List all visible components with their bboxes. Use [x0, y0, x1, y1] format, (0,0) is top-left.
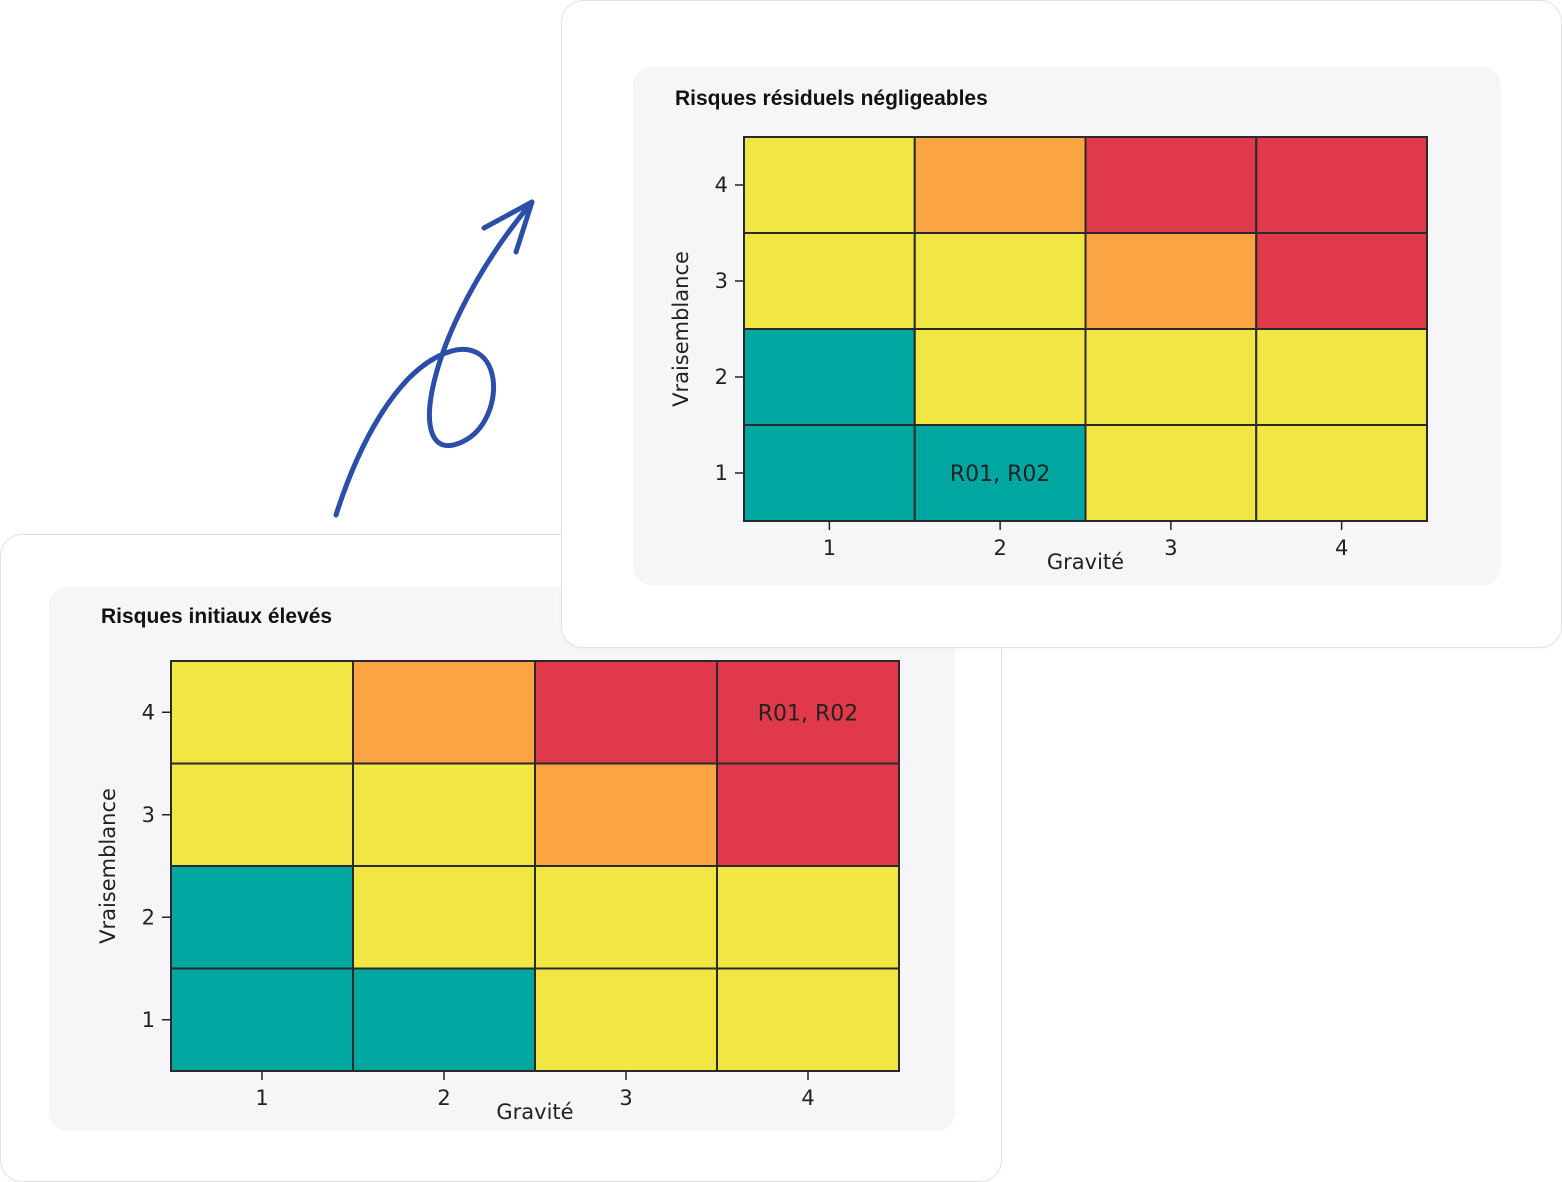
residual-heatmap-y-tick-label: 2	[715, 365, 728, 389]
initial-heatmap-cell	[716, 967, 900, 1072]
initial-heatmap-frame	[170, 660, 900, 1072]
residual-heatmap-y-tick-label: 4	[715, 173, 728, 197]
residual-heatmap-cell	[1084, 424, 1258, 522]
initial-heatmap-y-tick-label: 2	[142, 905, 155, 929]
initial-heatmap-cell	[534, 865, 718, 970]
residual-heatmap-cell	[913, 424, 1087, 522]
residual-heatmap-x-tick-label: 2	[993, 536, 1006, 560]
residual-risk-panel: Risques résiduels négligeables 1 2 3 4 1 2 3 4 G…	[633, 67, 1501, 585]
residual-heatmap-cell	[1084, 328, 1258, 426]
residual-heatmap-cell	[1255, 232, 1428, 330]
initial-heatmap-x-axis-label: Gravité	[496, 1100, 573, 1124]
residual-heatmap-x-tick-label: 3	[1164, 536, 1177, 560]
initial-heatmap-cell-annotation: R01, R02	[758, 701, 859, 726]
residual-risk-card: Risques résiduels négligeables 1 2 3 4 1 2 3 4 G…	[561, 0, 1562, 648]
initial-heatmap-cell	[352, 967, 536, 1072]
initial-heatmap-x-tick-label: 3	[619, 1086, 632, 1110]
residual-heatmap-cell-annotation: R01, R02	[950, 462, 1051, 487]
residual-heatmap-frame	[743, 136, 1428, 522]
residual-heatmap-x-tick-label: 1	[823, 536, 836, 560]
residual-heatmap-cell	[1255, 136, 1428, 234]
initial-heatmap-x-tick-label: 1	[255, 1086, 268, 1110]
initial-heatmap-cell	[534, 762, 718, 867]
residual-risk-title: Risques résiduels négligeables	[675, 87, 988, 110]
initial-heatmap-y-axis-label: Vraisemblance	[96, 788, 120, 944]
initial-heatmap-cell	[352, 865, 536, 970]
residual-heatmap-cell	[913, 232, 1087, 330]
residual-risk-heatmap: 1 2 3 4 1 2 3 4 Gravité Vraisemblance R01, R02	[669, 136, 1428, 574]
initial-risk-heatmap: 1 2 3 4 1 2 3 4 Gravité Vraisemblance R01, R02	[96, 660, 900, 1124]
initial-heatmap-cell	[352, 762, 536, 867]
initial-heatmap-cell	[716, 762, 900, 867]
residual-heatmap-x-tick-label: 4	[1335, 536, 1348, 560]
initial-risk-panel: Risques initiaux élevés 1 2 3 4 1 2 3 4 Gravité V…	[49, 587, 955, 1131]
initial-heatmap-y-tick-label: 4	[142, 700, 155, 724]
residual-heatmap-cell	[743, 328, 916, 426]
residual-heatmap-x-axis-label: Gravité	[1047, 550, 1124, 574]
residual-heatmap-y-axis-label: Vraisemblance	[669, 251, 693, 407]
initial-heatmap-y-tick-label: 1	[142, 1008, 155, 1032]
initial-heatmap-cell	[534, 967, 718, 1072]
initial-heatmap-x-tick-label: 2	[437, 1086, 450, 1110]
initial-heatmap-x-tick-label: 4	[801, 1086, 814, 1110]
initial-heatmap-y-tick-label: 3	[142, 803, 155, 827]
residual-heatmap-y-tick-label: 3	[715, 269, 728, 293]
residual-heatmap-y-tick-label: 1	[715, 461, 728, 485]
initial-risk-title: Risques initiaux élevés	[101, 605, 333, 628]
